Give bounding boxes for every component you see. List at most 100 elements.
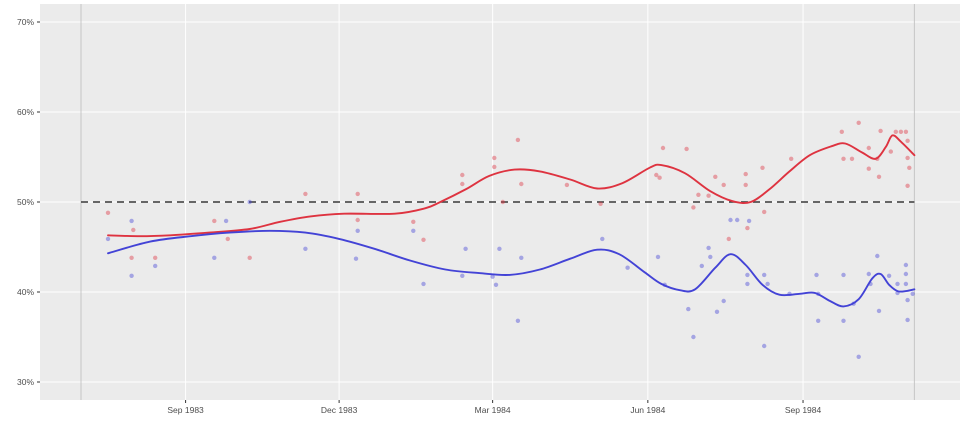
y-axis-tick-label: 50%	[17, 197, 34, 207]
poll-point	[814, 272, 819, 278]
poll-point	[745, 272, 750, 278]
poll-point	[129, 255, 134, 260]
poll-point	[876, 174, 882, 179]
poll-point	[493, 282, 499, 287]
poll-point	[746, 218, 752, 224]
poll-point	[153, 255, 158, 260]
poll-point	[816, 318, 821, 323]
poll-point	[247, 255, 252, 260]
poll-point	[713, 174, 718, 179]
x-axis-labels: Sep 1983 Dec 1983 Mar 1984 Jun 1984 Sep 1984	[167, 405, 821, 415]
poll-point	[492, 164, 497, 170]
poll-point	[564, 182, 570, 188]
poll-point	[421, 281, 426, 287]
blue-series-poll-points	[105, 199, 915, 359]
poll-point	[765, 281, 770, 287]
poll-point	[708, 254, 713, 260]
y-axis-tick-label: 60%	[17, 107, 34, 117]
poll-point	[903, 262, 909, 268]
x-axis-tick-label: Sep 1983	[167, 405, 204, 415]
poll-point	[353, 256, 359, 261]
poll-point	[875, 253, 880, 259]
y-axis-tick-label: 70%	[17, 17, 34, 27]
poll-point	[129, 273, 134, 278]
red-series-poll-points	[105, 120, 912, 260]
poll-point	[745, 281, 750, 287]
poll-point	[905, 183, 910, 188]
poll-point	[696, 192, 701, 197]
poll-point	[686, 306, 691, 312]
poll-point	[726, 236, 731, 242]
poll-point	[355, 228, 360, 233]
poll-point	[760, 165, 765, 170]
poll-point	[866, 271, 871, 277]
poll-point	[515, 137, 521, 143]
poll-point	[903, 271, 909, 277]
poll-point	[866, 166, 871, 171]
poll-point	[878, 128, 883, 134]
x-axis-tick-label: Sep 1984	[785, 405, 822, 415]
poll-point	[743, 182, 748, 188]
poll-point	[762, 343, 767, 349]
red-series-trend-line	[107, 134, 916, 238]
poll-point	[839, 129, 844, 134]
poll-point	[905, 297, 910, 303]
poll-point	[893, 129, 898, 134]
poll-point	[910, 291, 915, 296]
poll-point	[223, 218, 229, 224]
poll-point	[888, 149, 893, 154]
poll-point	[841, 272, 846, 278]
poll-point	[721, 182, 726, 188]
poll-point	[841, 156, 846, 161]
poll-point	[303, 191, 308, 197]
poll-point	[762, 272, 767, 278]
poll-point	[460, 273, 465, 278]
poll-point	[225, 236, 230, 242]
poll-point	[105, 236, 111, 242]
poll-point	[886, 273, 892, 278]
poll-point	[129, 218, 134, 224]
x-axis-tick-label: Mar 1984	[475, 405, 511, 415]
poll-point	[657, 175, 662, 180]
poll-point	[903, 129, 909, 134]
y-axis-tick-label: 40%	[17, 287, 34, 297]
poll-point	[735, 217, 740, 223]
poll-point	[500, 199, 505, 205]
poll-point	[876, 308, 882, 314]
poll-point	[600, 236, 605, 242]
poll-point	[866, 145, 871, 151]
x-axis-tick-label: Jun 1984	[630, 405, 665, 415]
poll-point	[654, 172, 659, 178]
poll-point	[728, 217, 733, 223]
poll-point	[421, 237, 426, 242]
poll-point	[691, 205, 696, 210]
poll-point	[655, 254, 661, 260]
poll-point	[519, 255, 524, 260]
poll-point	[898, 129, 904, 134]
poll-point	[497, 246, 502, 251]
poll-point	[789, 156, 794, 161]
poll-point	[247, 199, 252, 205]
poll-point	[762, 209, 767, 215]
poll-point	[598, 201, 603, 206]
poll-point	[153, 263, 158, 269]
y-axis-labels: 70% 60% 50% 40% 30%	[17, 17, 34, 387]
poll-point	[460, 172, 465, 178]
poll-point	[515, 318, 521, 323]
poll-point	[212, 218, 217, 224]
poll-point	[303, 246, 308, 251]
poll-point	[895, 281, 900, 287]
poll-point	[684, 146, 689, 152]
poll-point	[721, 298, 726, 304]
x-axis-tick-label: Dec 1983	[321, 405, 358, 415]
poll-point	[411, 228, 416, 233]
poll-point	[355, 217, 360, 223]
poll-point	[849, 156, 855, 161]
blue-series-trend-line	[107, 229, 916, 308]
poll-point	[856, 354, 861, 359]
poll-point	[706, 245, 711, 251]
poll-point	[490, 274, 495, 279]
poll-point	[706, 193, 711, 198]
